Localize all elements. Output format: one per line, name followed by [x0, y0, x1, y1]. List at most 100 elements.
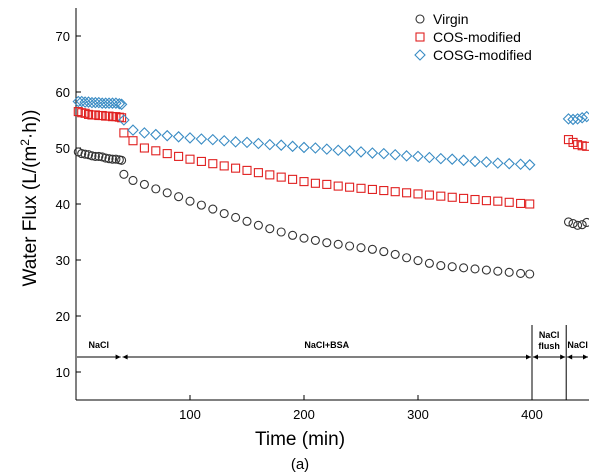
- data-point: [402, 253, 412, 263]
- data-point: [390, 187, 400, 197]
- data-point: [162, 149, 172, 159]
- data-point: [299, 177, 309, 187]
- data-point: [343, 145, 356, 157]
- data-point: [83, 109, 94, 119]
- data-point: [402, 188, 412, 198]
- data-point: [73, 107, 83, 117]
- data-point: [242, 165, 252, 175]
- data-point: [367, 184, 377, 194]
- y-tick-label: 30: [56, 253, 70, 268]
- legend-marker: [415, 32, 425, 42]
- phase-label: NaCl: [567, 340, 588, 350]
- y-tick-label: 10: [56, 365, 70, 380]
- data-point: [446, 153, 458, 165]
- data-point: [151, 184, 161, 194]
- legend: Virgin COS-modified COSG-modified: [414, 11, 532, 63]
- data-point: [525, 269, 535, 279]
- data-point: [299, 233, 309, 243]
- legend-label: COS-modified: [433, 29, 521, 45]
- data-point: [111, 154, 121, 164]
- x-tick-label: 200: [293, 407, 315, 422]
- phase-label: NaCl: [539, 330, 560, 340]
- data-point: [128, 136, 138, 146]
- series-cosg-modified: [72, 95, 589, 171]
- data-point: [379, 247, 389, 257]
- data-point: [218, 134, 230, 147]
- data-point: [492, 157, 504, 169]
- x-tick-label: 300: [407, 407, 429, 422]
- data-point: [567, 113, 579, 126]
- data-point: [82, 96, 95, 108]
- legend-label: COSG-modified: [433, 47, 532, 63]
- data-point: [119, 128, 129, 138]
- data-point: [72, 95, 85, 108]
- phase-arrow-head: [122, 354, 128, 360]
- data-point: [523, 159, 536, 171]
- data-point: [265, 224, 275, 234]
- data-point: [265, 170, 275, 180]
- data-point: [389, 148, 401, 161]
- data-point: [196, 200, 206, 210]
- x-tick-label: 400: [521, 407, 543, 422]
- y-tick-label: 50: [56, 141, 70, 156]
- data-point: [310, 235, 320, 245]
- phase-arrow-head: [533, 354, 538, 360]
- figure-caption: (a): [291, 456, 309, 473]
- data-point: [568, 137, 578, 147]
- data-point: [80, 149, 90, 159]
- data-point: [356, 243, 366, 253]
- data-point: [79, 96, 91, 108]
- data-point: [93, 96, 105, 109]
- data-point: [457, 154, 470, 167]
- data-point: [379, 186, 389, 196]
- x-axis-ticks: 100 200 300 400: [179, 395, 543, 422]
- x-axis-label: Time (min): [255, 429, 345, 450]
- data-point: [573, 220, 583, 230]
- data-point: [367, 244, 377, 254]
- data-point: [481, 196, 491, 206]
- data-point: [504, 267, 514, 277]
- data-point: [241, 136, 253, 149]
- data-point: [276, 227, 286, 237]
- data-point: [424, 190, 434, 200]
- data-point: [355, 146, 367, 158]
- data-point: [447, 262, 457, 272]
- data-point: [77, 108, 87, 118]
- data-point: [207, 133, 219, 146]
- data-point: [118, 114, 130, 126]
- y-axis-ticks: 10 20 30 40 50 60 70: [56, 29, 81, 380]
- y-axis-label: Water Flux (L/(m2·h)): [18, 110, 41, 287]
- data-point: [275, 139, 287, 151]
- data-point: [208, 159, 218, 169]
- data-point: [516, 268, 526, 278]
- data-point: [184, 132, 196, 144]
- data-point: [571, 113, 584, 125]
- data-point: [106, 97, 119, 109]
- data-point: [413, 256, 423, 266]
- data-point: [390, 249, 400, 259]
- series-layer: [72, 95, 589, 279]
- data-point: [413, 189, 423, 199]
- data-point: [185, 154, 195, 164]
- data-point: [470, 264, 480, 274]
- data-point: [436, 191, 446, 201]
- data-point: [119, 169, 129, 179]
- data-point: [94, 151, 104, 161]
- data-point: [447, 192, 457, 202]
- data-point: [481, 265, 491, 275]
- x-tick-label: 100: [179, 407, 201, 422]
- series-cos-modified: [73, 107, 589, 209]
- data-point: [253, 168, 263, 178]
- data-point: [128, 175, 138, 186]
- data-point: [276, 172, 286, 182]
- data-point: [87, 151, 97, 161]
- y-tick-label: 40: [56, 197, 70, 212]
- phase-arrow-head: [560, 354, 566, 360]
- data-point: [366, 147, 379, 159]
- data-point: [345, 182, 355, 192]
- data-point: [563, 217, 574, 227]
- data-point: [90, 110, 100, 120]
- data-point: [321, 143, 333, 155]
